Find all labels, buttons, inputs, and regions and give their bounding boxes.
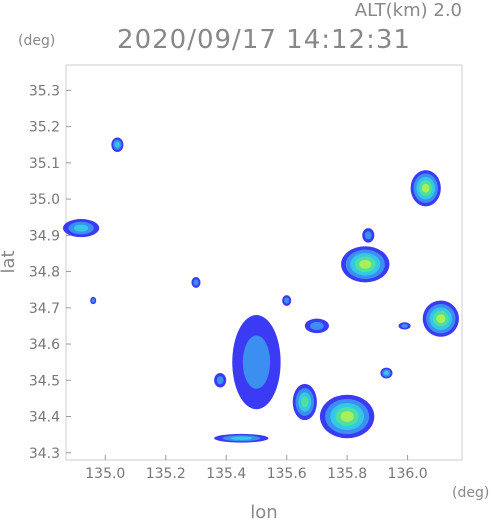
echo-level-1 [401, 323, 408, 328]
echo-cell [341, 246, 390, 283]
y-unit-label: (deg) [18, 33, 55, 49]
y-axis-ticks: 34.3 34.4 34.5 34.6 34.7 34.8 34.9 35.0 35.1 35.2… [29, 83, 71, 462]
echo-cell [380, 367, 393, 379]
radar-echo-cells [62, 137, 459, 443]
echo-level-1 [216, 376, 224, 385]
x-tick-label: 135.4 [206, 466, 246, 482]
y-tick-label: 35.2 [29, 120, 60, 136]
echo-cell [319, 394, 375, 439]
echo-level-2 [230, 436, 253, 440]
echo-level-4 [340, 411, 354, 422]
x-tick-label: 136.0 [388, 466, 428, 482]
y-tick-label: 35.0 [29, 192, 60, 208]
y-tick-label: 34.4 [29, 410, 60, 426]
echo-level-2 [115, 141, 120, 148]
echo-cell [410, 170, 441, 207]
echo-level-1 [91, 298, 95, 303]
x-tick-label: 135.6 [267, 466, 307, 482]
x-tick-label: 135.2 [146, 466, 186, 482]
y-tick-label: 34.9 [29, 228, 60, 244]
echo-level-1 [284, 297, 290, 304]
echo-level-1 [242, 335, 271, 389]
x-tick-label: 135.0 [85, 466, 125, 482]
echo-cell [62, 219, 100, 238]
echo-level-2 [73, 224, 89, 232]
echo-level-1 [310, 321, 324, 331]
y-tick-label: 34.5 [29, 373, 60, 389]
x-axis-label: lon [250, 502, 277, 521]
echo-cell [362, 228, 375, 243]
y-tick-label: 34.6 [29, 337, 60, 353]
echo-cell [90, 296, 97, 305]
y-tick-label: 34.3 [29, 446, 60, 462]
echo-level-3 [301, 396, 309, 408]
echo-cell [232, 315, 281, 410]
echo-cell [111, 137, 124, 152]
chart-title: 2020/09/17 14:12:31 [117, 25, 411, 55]
altitude-label: ALT(km) 2.0 [355, 0, 462, 21]
echo-cell [214, 433, 269, 443]
echo-cell [214, 373, 227, 388]
y-tick-label: 34.8 [29, 265, 60, 281]
y-axis-label: lat [0, 250, 19, 273]
echo-level-4 [436, 314, 446, 324]
echo-cell [398, 322, 411, 330]
echo-level-2 [384, 370, 389, 376]
y-tick-label: 34.7 [29, 301, 60, 317]
echo-level-1 [193, 279, 199, 286]
echo-cell [304, 318, 329, 334]
x-unit-label: (deg) [452, 485, 489, 501]
x-axis-ticks: 135.0 135.2 135.4 135.6 135.8 136.0 [85, 455, 428, 482]
echo-cell [292, 383, 317, 421]
echo-cell [422, 300, 459, 337]
echo-level-4 [359, 259, 372, 269]
y-tick-label: 35.3 [29, 83, 60, 99]
x-tick-label: 135.8 [327, 466, 367, 482]
y-tick-label: 35.1 [29, 156, 60, 172]
echo-cell [282, 295, 292, 306]
echo-level-4 [422, 183, 430, 193]
echo-level-1 [364, 231, 372, 240]
echo-cell [191, 276, 201, 288]
